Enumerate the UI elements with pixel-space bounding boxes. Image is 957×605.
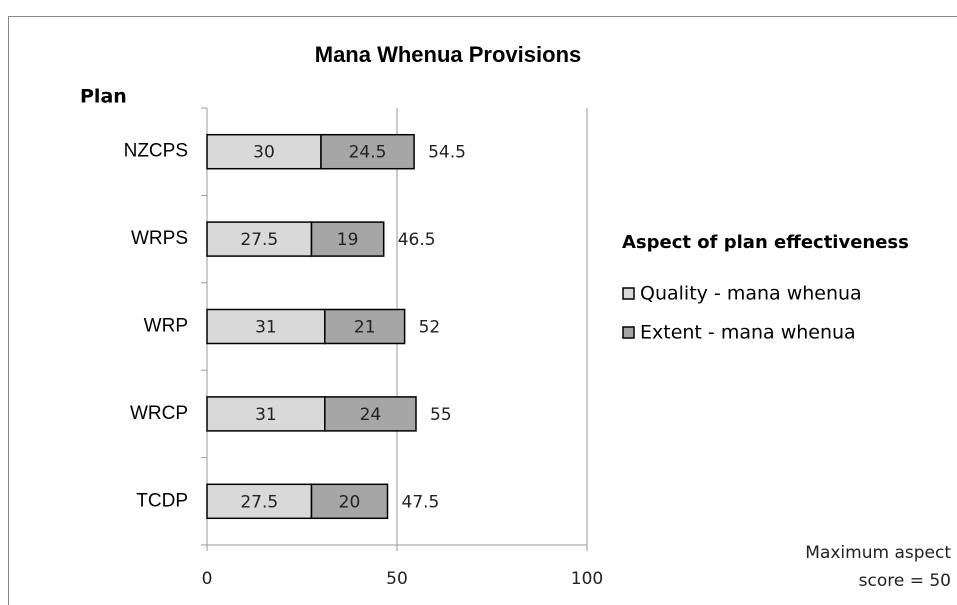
x-tick-label: 100 (571, 569, 603, 589)
frame (8, 16, 957, 605)
data-label: 21 (354, 318, 376, 338)
y-tick-label: NZCPS (124, 141, 188, 162)
bar-segment (310, 483, 389, 520)
legend-title: Aspect of plan effectiveness (622, 232, 909, 253)
bar-segment (206, 396, 326, 432)
bar-segment (310, 221, 385, 257)
total-label: 46.5 (398, 230, 436, 250)
total-label: 54.5 (428, 143, 466, 163)
data-label: 31 (255, 318, 277, 338)
bar-segment (324, 396, 417, 432)
data-label: 27.5 (240, 230, 278, 250)
data-label: 30 (253, 143, 275, 163)
data-label: 31 (255, 405, 277, 425)
x-tick-label: 50 (386, 569, 408, 589)
bar-segment (206, 308, 326, 345)
bar-segment (206, 221, 313, 257)
y-axis-label: Plan (80, 86, 127, 108)
total-label: 52 (419, 318, 441, 338)
x-tick-label: 0 (202, 569, 213, 589)
y-tick-label: WRP (144, 316, 188, 337)
legend-label: Quality - mana whenua (640, 283, 862, 305)
y-tick-label: TCDP (136, 490, 188, 511)
total-label: 47.5 (402, 492, 440, 512)
data-label: 27.5 (240, 492, 278, 512)
annotation: Maximum aspect (805, 543, 951, 563)
y-tick-label: WRPS (131, 228, 188, 249)
data-label: 19 (337, 230, 359, 250)
legend-swatch (622, 326, 635, 339)
data-label: 20 (339, 492, 361, 512)
total-label: 55 (430, 405, 452, 425)
data-label: 24.5 (349, 143, 387, 163)
bar-segment (206, 483, 313, 520)
annotation: score = 50 (859, 571, 951, 591)
y-tick-label: WRCP (130, 403, 188, 424)
data-label: 24 (360, 405, 382, 425)
bar-segment (320, 133, 415, 170)
legend-label: Extent - mana whenua (640, 322, 856, 344)
legend-swatch (622, 287, 635, 300)
chart-title: Mana Whenua Provisions (315, 42, 582, 67)
bar-segment (324, 308, 406, 345)
